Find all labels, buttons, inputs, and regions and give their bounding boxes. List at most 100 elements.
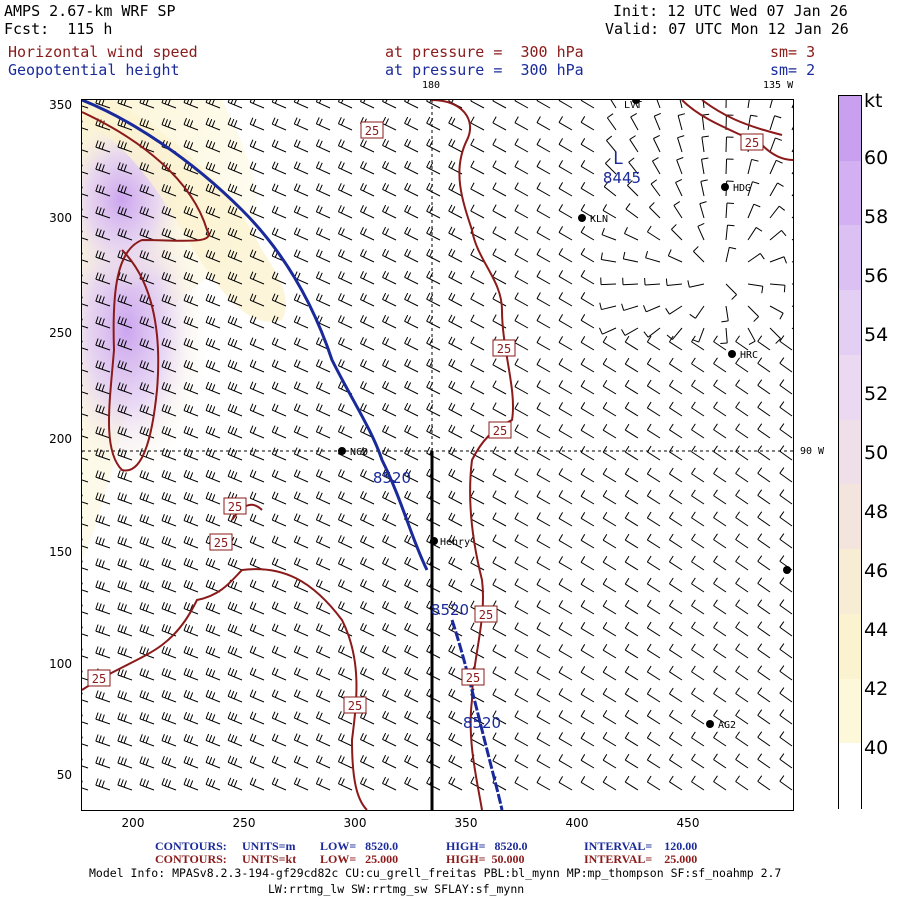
wind-barb: [580, 446, 595, 461]
wind-barb: [747, 327, 756, 345]
wind-barb: [382, 248, 397, 263]
colorbar-label: 42: [864, 678, 889, 700]
wind-barb: [404, 248, 419, 263]
wind-barb: [249, 689, 265, 703]
wind-barb: [646, 665, 661, 681]
wind-barb: [602, 445, 617, 461]
wind-barb: [337, 271, 353, 285]
wind-barb: [205, 755, 221, 769]
wind-barb: [183, 579, 199, 593]
speed-contour-label: 25: [492, 339, 516, 357]
wind-barb: [514, 160, 529, 175]
field2-smoothing: sm= 2: [770, 61, 816, 79]
wind-barb: [735, 445, 749, 461]
wind-barb: [692, 327, 705, 343]
wind-barb: [205, 601, 221, 615]
wind-barb: [404, 710, 419, 725]
wind-barb: [725, 202, 734, 219]
wind-barb: [691, 577, 705, 593]
low-center-value: 8445: [603, 169, 641, 187]
wind-barb: [605, 158, 617, 175]
forecast-hour: Fcst: 115 h: [4, 20, 113, 38]
stations: NCO Henry KLN HDG HRC AG2 LVT: [338, 100, 791, 731]
wind-barb: [205, 161, 221, 175]
wind-barb: [271, 689, 287, 703]
lon-label-135w: 135 W: [763, 80, 794, 91]
wind-barb: [426, 138, 441, 153]
wind-barb: [249, 425, 265, 439]
wind-barb: [536, 270, 551, 285]
wind-barb: [757, 489, 771, 505]
wind-barb: [757, 401, 771, 417]
wind-barb: [404, 314, 419, 329]
wind-barb: [602, 599, 617, 615]
wind-barb: [227, 755, 243, 769]
wind-barb: [492, 358, 507, 373]
wind-barb: [735, 423, 749, 439]
wind-barb: [536, 226, 551, 241]
wind-barb: [779, 687, 793, 703]
wind-barb: [735, 621, 749, 637]
wind-barb: [161, 271, 177, 285]
wind-barb: [492, 270, 507, 285]
wind-barb: [315, 535, 331, 549]
wind-barb: [249, 337, 265, 351]
wind-barb: [536, 402, 551, 417]
wind-barb: [747, 227, 763, 241]
wind-barb: [161, 645, 177, 659]
wind-barb: [249, 117, 265, 131]
wind-barb: [558, 666, 573, 681]
wind-barb: [757, 357, 771, 373]
wind-barb: [315, 139, 331, 153]
wind-barb: [139, 404, 155, 417]
wind-barb: [382, 446, 397, 461]
x-tick-label: 400: [565, 816, 589, 830]
wind-barb: [117, 690, 133, 703]
station-label: AG2: [718, 720, 736, 731]
wind-barb: [360, 601, 375, 615]
wind-barb: [580, 534, 595, 549]
wind-barb: [139, 690, 155, 703]
wind-barb: [536, 490, 551, 505]
wind-barb: [671, 224, 683, 241]
wind-barb: [470, 204, 485, 219]
wind-barb: [668, 445, 683, 461]
y-tick-label: 300: [49, 211, 72, 225]
wind-barb: [183, 117, 199, 131]
wind-barb: [448, 248, 463, 263]
wind-barb: [492, 402, 507, 417]
wind-barb: [315, 557, 331, 571]
wind-barb: [536, 160, 551, 175]
wind-barb: [404, 204, 419, 219]
wind-barb: [82, 208, 89, 219]
wind-barb: [360, 183, 375, 197]
wind-barb: [337, 777, 353, 791]
colorbar-label: 56: [864, 265, 889, 287]
wind-barb: [668, 489, 683, 505]
wind-barb: [601, 227, 617, 241]
wind-barb: [82, 736, 89, 747]
wind-barb: [757, 555, 771, 571]
wind-barb: [558, 468, 573, 483]
wind-barb: [448, 644, 463, 659]
wind-barb: [514, 380, 529, 395]
wind-barb: [629, 135, 639, 153]
colorbar-swatch: [839, 354, 861, 421]
wind-barb: [492, 732, 507, 747]
wind-barb: [536, 116, 551, 131]
wind-barb: [249, 315, 265, 329]
wind-barb: [161, 227, 177, 241]
wind-barb: [558, 556, 573, 571]
wind-barb: [382, 776, 397, 791]
wind-barb: [183, 645, 199, 659]
wind-barb: [779, 467, 793, 483]
height-contour-label: 8520: [463, 714, 501, 732]
wind-barb: [95, 778, 111, 791]
wind-barb: [227, 100, 243, 109]
wind-barb: [448, 666, 463, 681]
wind-barb: [82, 538, 89, 549]
wind-barb: [183, 667, 199, 681]
wind-barb: [271, 733, 287, 747]
wind-barb: [691, 709, 705, 725]
wind-barb: [227, 667, 243, 681]
